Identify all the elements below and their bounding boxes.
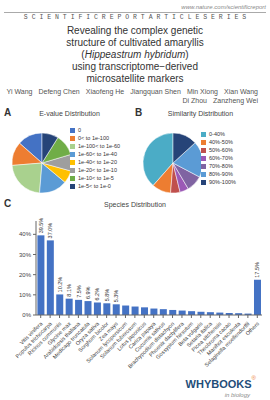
html-text:80%-90%: 80%-90%	[209, 170, 233, 177]
svg-text:Selaginella moellendorffii: Selaginella moellendorffii	[203, 321, 250, 368]
svg-text:Cucumis sativus: Cucumis sativus	[133, 320, 166, 354]
html-text:(Hippeastrum hybridum): (Hippeastrum hybridum)	[81, 49, 189, 60]
svg-text:10%: 10%	[19, 292, 32, 298]
html-text:40%-50%: 40%-50%	[209, 138, 233, 145]
svg-text:Solanum lycopersicum: Solanum lycopersicum	[84, 320, 129, 364]
html-text:Defeng Chen: Defeng Chen	[38, 88, 80, 95]
svg-text:Vitis vinifera: Vitis vinifera	[18, 320, 44, 346]
svg-text:Others: Others	[244, 320, 260, 336]
svg-text:5.8%: 5.8%	[104, 289, 110, 302]
html-text:B: B	[135, 107, 143, 118]
html-text:C: C	[4, 198, 12, 209]
html-text:1e-10< to 1e-5: 1e-10< to 1e-5	[78, 174, 114, 181]
html-text:50%-60%: 50%-60%	[209, 146, 233, 153]
svg-text:Arabidopsis thaliana: Arabidopsis thaliana	[41, 320, 82, 360]
svg-text:Sorghum bicolor: Sorghum bicolor	[76, 320, 110, 354]
svg-text:Beta vulgaris: Beta vulgaris	[176, 320, 204, 348]
svg-text:Theobroma cacao: Theobroma cacao	[196, 320, 232, 357]
svg-text:Populus trichocarpa: Populus trichocarpa	[14, 320, 53, 360]
svg-text:Carica papaya: Carica papaya	[127, 320, 157, 350]
svg-text:Setaria italica: Setaria italica	[185, 320, 213, 349]
html-text:A: A	[4, 107, 12, 118]
svg-text:Brachypodium distachyon: Brachypodium distachyon	[126, 320, 176, 370]
html-text:www.nature.com/scientificrepor: www.nature.com/scientificreport	[181, 4, 266, 10]
html-text:WHYBOOKS®: WHYBOOKS®	[185, 375, 256, 390]
svg-text:6.9%: 6.9%	[85, 286, 91, 299]
svg-text:37.0%: 37.0%	[47, 223, 53, 239]
html-text:1e-60< to 1e-40: 1e-60< to 1e-40	[78, 150, 117, 157]
svg-text:Lotus japonicus: Lotus japonicus	[115, 320, 148, 352]
html-text:Similarity Distribution: Similarity Distribution	[167, 110, 234, 117]
html-text:structure of cultivated amaryl: structure of cultivated amaryllis	[66, 37, 204, 48]
html-text:microsatellite markers: microsatellite markers	[86, 73, 184, 84]
svg-text:Solanum tuberosum: Solanum tuberosum	[98, 320, 138, 360]
svg-text:Oryza sativa: Oryza sativa	[74, 320, 100, 347]
html-text:70%-80%: 70%-80%	[209, 162, 233, 169]
html-text:S C I E N T I F I C R E P O R: S C I E N T I F I C R E P O R T A R T I …	[23, 14, 247, 21]
html-text:0-40%: 0-40%	[209, 130, 225, 137]
svg-text:Manihot esculenta: Manihot esculenta	[205, 320, 242, 357]
html-text:Xiaofeng He: Xiaofeng He	[85, 88, 125, 95]
html-text:Species Distribution: Species Distribution	[104, 201, 166, 208]
html-text:in biology: in biology	[224, 392, 250, 398]
html-text:1e-40< to 1e-20: 1e-40< to 1e-20	[78, 158, 117, 165]
svg-text:20%: 20%	[19, 272, 32, 278]
svg-text:0%: 0%	[22, 312, 31, 318]
html-text:1e-5< to 1e-0: 1e-5< to 1e-0	[78, 182, 111, 189]
html-text:E-value Distribution: E-value Distribution	[39, 110, 100, 117]
html-text:0: 0	[78, 126, 82, 133]
svg-text:39.5%: 39.5%	[38, 218, 44, 234]
svg-text:40%: 40%	[19, 231, 32, 237]
svg-text:Zea mays: Zea mays	[97, 320, 119, 342]
html-text:60%-70%: 60%-70%	[209, 154, 233, 161]
html-text:90%-100%: 90%-100%	[209, 178, 236, 185]
html-text:Di Zhou: Di Zhou	[182, 97, 207, 104]
svg-text:Phoenix dactylifera: Phoenix dactylifera	[147, 320, 185, 358]
html-text:Jiangquan Shen: Jiangquan Shen	[130, 88, 181, 95]
html-text:Yi Wang: Yi Wang	[6, 88, 33, 95]
svg-text:17.5%: 17.5%	[254, 262, 260, 278]
svg-text:8.1%: 8.1%	[66, 284, 72, 297]
svg-text:5.3%: 5.3%	[113, 290, 119, 303]
html-text:Revealing the complex genetic: Revealing the complex genetic	[66, 25, 204, 36]
html-text:0< to 1e-100: 0< to 1e-100	[78, 134, 109, 141]
svg-text:Picea sitchensis: Picea sitchensis	[190, 320, 223, 353]
svg-text:7.5%: 7.5%	[76, 285, 82, 298]
html-text:Xian Wang: Xian Wang	[224, 88, 258, 95]
svg-text:Glycine max: Glycine max	[46, 320, 72, 347]
html-text:using transcriptome−derived: using transcriptome−derived	[72, 61, 198, 72]
svg-text:6.2%: 6.2%	[94, 288, 100, 301]
html-text:Min Xiong: Min Xiong	[186, 88, 218, 95]
html-text:1e-100< to 1e-60: 1e-100< to 1e-60	[78, 142, 121, 149]
svg-text:30%: 30%	[19, 252, 32, 258]
svg-text:10.2%: 10.2%	[57, 277, 63, 293]
svg-text:Medicago truncatula: Medicago truncatula	[51, 320, 91, 360]
svg-text:Gossypium hirsutum: Gossypium hirsutum	[154, 320, 195, 361]
svg-text:Ricinus communis: Ricinus communis	[26, 320, 63, 357]
html-text:Zanzheng Wei: Zanzheng Wei	[213, 97, 258, 104]
html-text:1e-20< to 1e-10: 1e-20< to 1e-10	[78, 166, 117, 173]
